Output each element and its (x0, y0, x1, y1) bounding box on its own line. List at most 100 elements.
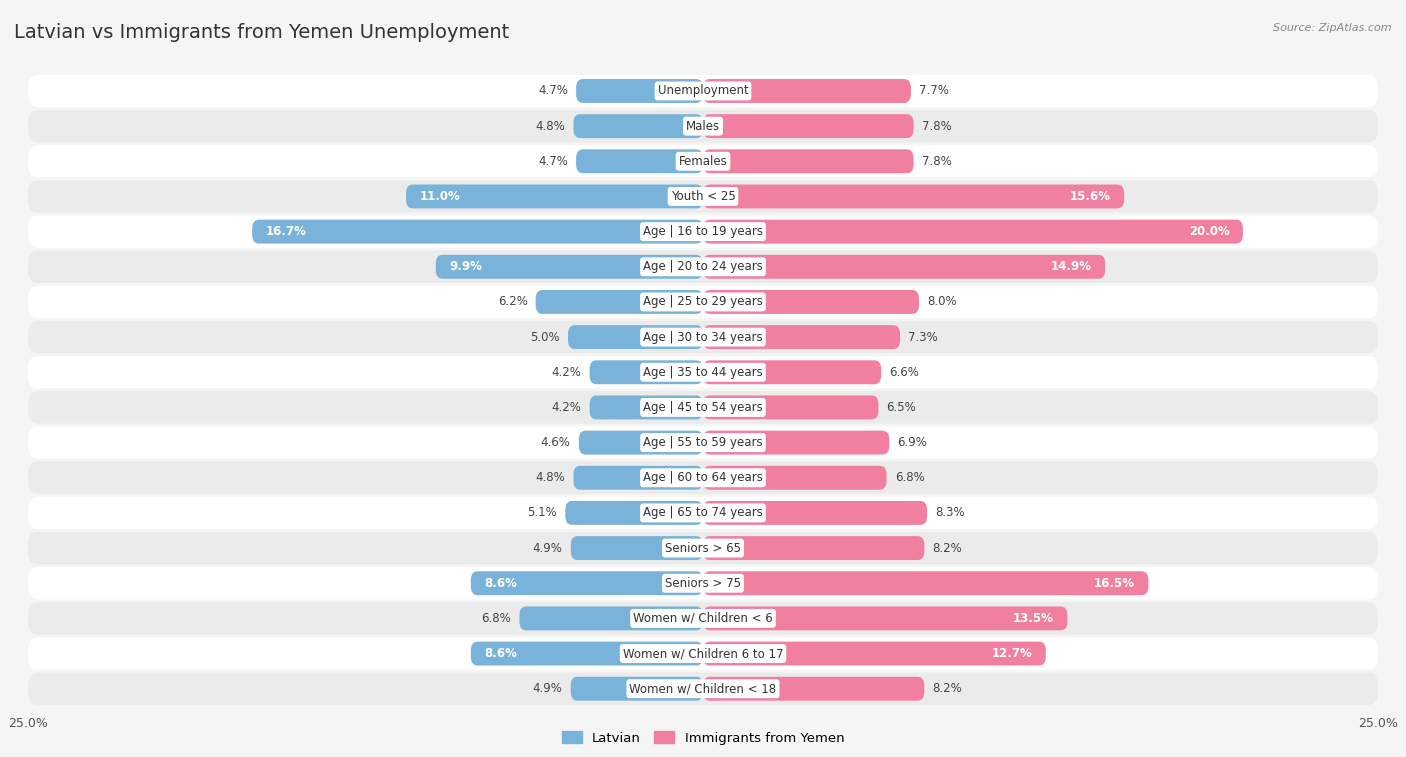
Text: 6.5%: 6.5% (887, 401, 917, 414)
FancyBboxPatch shape (406, 185, 703, 208)
FancyBboxPatch shape (703, 395, 879, 419)
FancyBboxPatch shape (703, 255, 1105, 279)
FancyBboxPatch shape (28, 110, 1378, 142)
Text: 7.3%: 7.3% (908, 331, 938, 344)
FancyBboxPatch shape (589, 360, 703, 385)
FancyBboxPatch shape (703, 290, 920, 314)
FancyBboxPatch shape (28, 251, 1378, 283)
Text: 4.9%: 4.9% (533, 541, 562, 555)
FancyBboxPatch shape (28, 567, 1378, 600)
Text: Age | 35 to 44 years: Age | 35 to 44 years (643, 366, 763, 378)
Text: 4.8%: 4.8% (536, 120, 565, 132)
FancyBboxPatch shape (28, 426, 1378, 459)
Text: Seniors > 65: Seniors > 65 (665, 541, 741, 555)
FancyBboxPatch shape (703, 114, 914, 138)
FancyBboxPatch shape (28, 145, 1378, 177)
Text: Age | 30 to 34 years: Age | 30 to 34 years (643, 331, 763, 344)
Text: 11.0%: 11.0% (419, 190, 460, 203)
Text: Youth < 25: Youth < 25 (671, 190, 735, 203)
Text: Age | 25 to 29 years: Age | 25 to 29 years (643, 295, 763, 308)
FancyBboxPatch shape (28, 216, 1378, 248)
FancyBboxPatch shape (703, 642, 1046, 665)
FancyBboxPatch shape (436, 255, 703, 279)
Text: Latvian vs Immigrants from Yemen Unemployment: Latvian vs Immigrants from Yemen Unemplo… (14, 23, 509, 42)
Text: Unemployment: Unemployment (658, 85, 748, 98)
Text: Age | 65 to 74 years: Age | 65 to 74 years (643, 506, 763, 519)
Text: 5.1%: 5.1% (527, 506, 557, 519)
Text: 4.7%: 4.7% (538, 155, 568, 168)
FancyBboxPatch shape (703, 536, 924, 560)
FancyBboxPatch shape (252, 220, 703, 244)
FancyBboxPatch shape (703, 79, 911, 103)
FancyBboxPatch shape (703, 220, 1243, 244)
FancyBboxPatch shape (565, 501, 703, 525)
FancyBboxPatch shape (703, 431, 889, 454)
Text: Age | 45 to 54 years: Age | 45 to 54 years (643, 401, 763, 414)
FancyBboxPatch shape (28, 180, 1378, 213)
FancyBboxPatch shape (703, 466, 887, 490)
FancyBboxPatch shape (28, 497, 1378, 529)
FancyBboxPatch shape (703, 606, 1067, 631)
Text: Males: Males (686, 120, 720, 132)
FancyBboxPatch shape (568, 326, 703, 349)
Text: 5.0%: 5.0% (530, 331, 560, 344)
Text: 8.0%: 8.0% (927, 295, 956, 308)
Text: 6.2%: 6.2% (498, 295, 527, 308)
FancyBboxPatch shape (28, 391, 1378, 424)
FancyBboxPatch shape (576, 149, 703, 173)
FancyBboxPatch shape (28, 321, 1378, 354)
Text: 7.8%: 7.8% (922, 155, 952, 168)
Text: 8.6%: 8.6% (484, 577, 517, 590)
Legend: Latvian, Immigrants from Yemen: Latvian, Immigrants from Yemen (557, 726, 849, 750)
FancyBboxPatch shape (571, 536, 703, 560)
Text: 9.9%: 9.9% (450, 260, 482, 273)
Text: Seniors > 75: Seniors > 75 (665, 577, 741, 590)
FancyBboxPatch shape (28, 637, 1378, 670)
Text: Females: Females (679, 155, 727, 168)
FancyBboxPatch shape (703, 185, 1125, 208)
FancyBboxPatch shape (703, 677, 924, 701)
Text: Age | 20 to 24 years: Age | 20 to 24 years (643, 260, 763, 273)
Text: Source: ZipAtlas.com: Source: ZipAtlas.com (1274, 23, 1392, 33)
Text: 4.7%: 4.7% (538, 85, 568, 98)
FancyBboxPatch shape (703, 501, 927, 525)
Text: 16.5%: 16.5% (1094, 577, 1135, 590)
FancyBboxPatch shape (519, 606, 703, 631)
Text: Women w/ Children 6 to 17: Women w/ Children 6 to 17 (623, 647, 783, 660)
FancyBboxPatch shape (471, 642, 703, 665)
FancyBboxPatch shape (703, 572, 1149, 595)
Text: 6.6%: 6.6% (889, 366, 920, 378)
FancyBboxPatch shape (703, 360, 882, 385)
Text: Age | 55 to 59 years: Age | 55 to 59 years (643, 436, 763, 449)
FancyBboxPatch shape (28, 286, 1378, 318)
Text: 13.5%: 13.5% (1014, 612, 1054, 625)
FancyBboxPatch shape (574, 466, 703, 490)
Text: 8.3%: 8.3% (935, 506, 965, 519)
FancyBboxPatch shape (28, 462, 1378, 494)
FancyBboxPatch shape (28, 532, 1378, 564)
Text: 8.2%: 8.2% (932, 682, 962, 695)
Text: 4.2%: 4.2% (551, 366, 582, 378)
Text: Women w/ Children < 6: Women w/ Children < 6 (633, 612, 773, 625)
FancyBboxPatch shape (28, 603, 1378, 634)
Text: 12.7%: 12.7% (991, 647, 1032, 660)
FancyBboxPatch shape (536, 290, 703, 314)
Text: 6.8%: 6.8% (894, 472, 924, 484)
Text: 7.8%: 7.8% (922, 120, 952, 132)
FancyBboxPatch shape (579, 431, 703, 454)
Text: Age | 16 to 19 years: Age | 16 to 19 years (643, 225, 763, 238)
FancyBboxPatch shape (471, 572, 703, 595)
FancyBboxPatch shape (28, 356, 1378, 388)
FancyBboxPatch shape (28, 75, 1378, 107)
Text: 20.0%: 20.0% (1188, 225, 1229, 238)
FancyBboxPatch shape (28, 672, 1378, 705)
FancyBboxPatch shape (574, 114, 703, 138)
Text: 4.8%: 4.8% (536, 472, 565, 484)
Text: 8.2%: 8.2% (932, 541, 962, 555)
FancyBboxPatch shape (703, 326, 900, 349)
FancyBboxPatch shape (571, 677, 703, 701)
Text: 4.2%: 4.2% (551, 401, 582, 414)
Text: Age | 60 to 64 years: Age | 60 to 64 years (643, 472, 763, 484)
Text: 8.6%: 8.6% (484, 647, 517, 660)
FancyBboxPatch shape (576, 79, 703, 103)
